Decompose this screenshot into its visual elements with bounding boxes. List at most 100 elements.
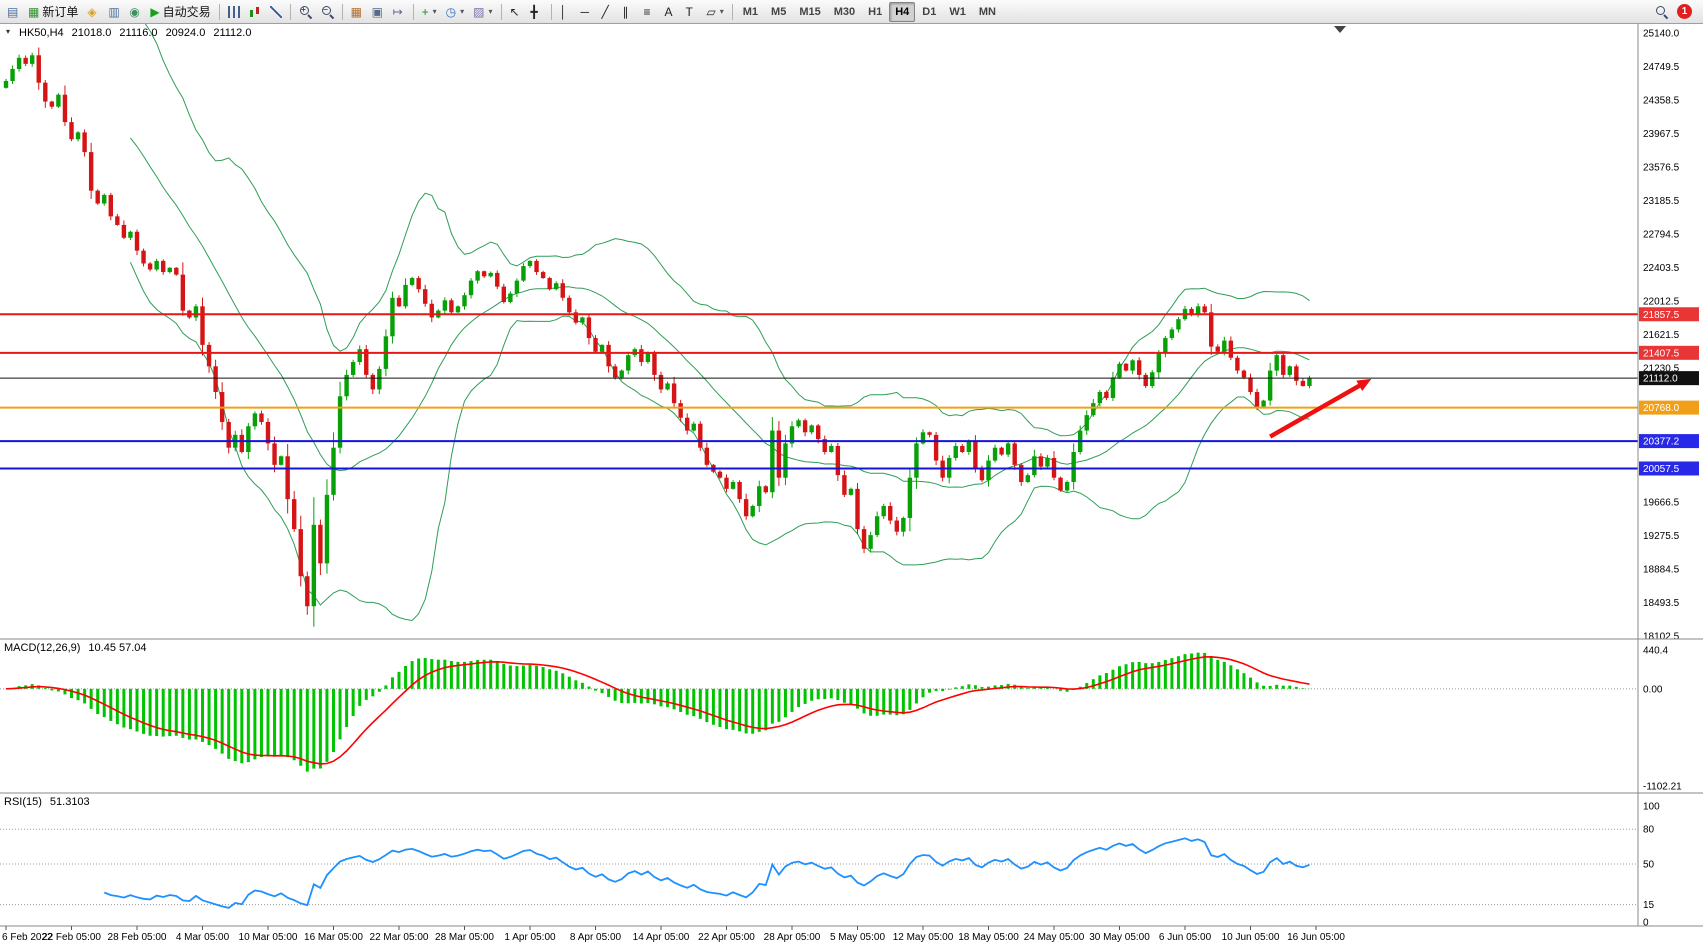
date-axis-label: 30 May 05:00	[1089, 932, 1150, 943]
chart-candles-button[interactable]	[245, 2, 265, 22]
price-level-badge[interactable]	[1639, 461, 1699, 476]
candle-body	[1215, 346, 1220, 352]
fibonacci-button[interactable]: ≡	[640, 2, 660, 22]
timeframe-h4-button[interactable]: H4	[889, 1, 916, 22]
chart-low-value: 20924.0	[165, 27, 206, 39]
periods-button[interactable]: ◷ ▾	[442, 2, 469, 22]
candle-body	[370, 374, 375, 390]
candle-body	[43, 82, 48, 102]
timeframe-m30-button[interactable]: M30	[828, 2, 861, 22]
horizontal-line-icon: ─	[580, 4, 590, 19]
rsi-axis-label: 80	[1643, 825, 1655, 836]
price-axis-label: 19275.5	[1643, 531, 1680, 542]
indicators-button[interactable]: + ▾	[418, 2, 441, 22]
text-button[interactable]: A	[661, 2, 681, 22]
vertical-line-button[interactable]: │	[556, 2, 576, 22]
templates-button[interactable]: ▨ ▾	[469, 2, 496, 22]
candle-body	[10, 68, 15, 81]
auto-trading-button[interactable]: ▶ 自动交易	[146, 2, 214, 22]
candle-body	[488, 272, 493, 277]
price-level-badge[interactable]	[1639, 307, 1699, 322]
price-level-badge[interactable]	[1639, 345, 1699, 360]
price-level-badge[interactable]	[1639, 371, 1699, 386]
horizontal-line-button[interactable]: ─	[577, 2, 597, 22]
trendline-icon: ╱	[601, 4, 609, 19]
navigator-button[interactable]: ◉	[125, 2, 145, 22]
shapes-button[interactable]: ▱ ▾	[703, 2, 728, 22]
timeframe-d1-button[interactable]: D1	[916, 2, 942, 22]
candle-body	[842, 475, 847, 495]
chart-bars-icon	[227, 5, 240, 18]
equidistant-channel-icon: ∥	[622, 4, 629, 19]
equidistant-channel-button[interactable]: ∥	[619, 2, 639, 22]
auto-trading-icon: ▶	[150, 4, 160, 19]
candle-body	[750, 505, 755, 517]
data-window-button[interactable]: ▥	[104, 2, 124, 22]
price-level-badge[interactable]	[1639, 400, 1699, 415]
candle-body	[311, 524, 317, 607]
macd-axis-label: 0.00	[1643, 684, 1663, 695]
trendline-button[interactable]: ╱	[598, 2, 618, 22]
price-axis-label: 23185.5	[1643, 196, 1680, 207]
new-order-button[interactable]: ▦ 新订单	[24, 2, 82, 22]
timeframe-m15-button[interactable]: M15	[793, 2, 826, 22]
candle-body	[999, 447, 1004, 455]
new-chart-button[interactable]: ▤	[3, 2, 23, 22]
candle-body	[829, 445, 834, 452]
candle-body	[1091, 403, 1096, 416]
candle-body	[1287, 366, 1292, 375]
candle-body	[167, 267, 172, 273]
candle-body	[501, 286, 506, 303]
timeframe-m5-button[interactable]: M5	[765, 2, 792, 22]
date-axis-label: 6 Feb 2022	[2, 932, 53, 943]
candle-body	[933, 434, 939, 461]
toolbar-separator	[218, 3, 220, 20]
timeframe-m1-button[interactable]: M1	[737, 2, 764, 22]
candle-body	[606, 344, 611, 367]
notifications-badge[interactable]: 1	[1677, 4, 1692, 19]
candle-body	[1123, 363, 1129, 371]
candle-body	[1222, 340, 1227, 352]
chart-bars-button[interactable]	[224, 2, 244, 22]
candle-body	[888, 505, 893, 521]
date-axis-label: 16 Jun 05:00	[1287, 932, 1345, 943]
cursor-button[interactable]: ↖	[506, 2, 526, 22]
macd-axis-label: 440.4	[1643, 646, 1668, 657]
chart-line-icon	[269, 5, 282, 18]
timeframe-h1-button[interactable]: H1	[862, 2, 888, 22]
text-label-button[interactable]: T	[682, 2, 702, 22]
candle-body	[816, 425, 821, 440]
tile-windows-button[interactable]: ▦	[347, 2, 367, 22]
search-button[interactable]	[1651, 2, 1672, 22]
chart-shift-button[interactable]: ↦	[389, 2, 409, 22]
chevron-down-icon: ▾	[488, 7, 493, 16]
auto-scroll-button[interactable]: ▣	[368, 2, 388, 22]
candle-body	[128, 231, 133, 238]
candle-body	[783, 443, 788, 478]
rsi-indicator-value: 51.3103	[49, 796, 90, 808]
date-axis-label: 12 May 05:00	[893, 932, 954, 943]
price-axis-label: 23576.5	[1643, 162, 1680, 173]
candle-body	[285, 456, 290, 500]
crosshair-button[interactable]: ╋	[527, 2, 547, 22]
candle-body	[1241, 370, 1247, 378]
timeframe-mn-button[interactable]: MN	[973, 2, 1002, 22]
price-level-badge[interactable]	[1639, 434, 1699, 449]
price-axis-label: 18884.5	[1643, 564, 1680, 575]
market-watch-button[interactable]: ◈	[83, 2, 103, 22]
zoom-in-button[interactable]: +	[295, 2, 316, 22]
chart-line-button[interactable]	[266, 2, 286, 22]
trend-arrow-head[interactable]	[1356, 378, 1372, 392]
vertical-line-icon: │	[559, 4, 568, 19]
chevron-down-icon: ▾	[719, 7, 724, 16]
candle-body	[914, 443, 919, 478]
timeframe-w1-button[interactable]: W1	[943, 2, 972, 22]
zoom-out-button[interactable]: −	[317, 2, 338, 22]
trend-arrow-line[interactable]	[1269, 382, 1363, 439]
candle-body	[298, 529, 303, 577]
rsi-axis-label: 0	[1643, 918, 1649, 929]
price-shift-marker[interactable]	[1334, 26, 1346, 33]
candle-body	[796, 420, 801, 427]
candle-body	[1235, 357, 1240, 371]
